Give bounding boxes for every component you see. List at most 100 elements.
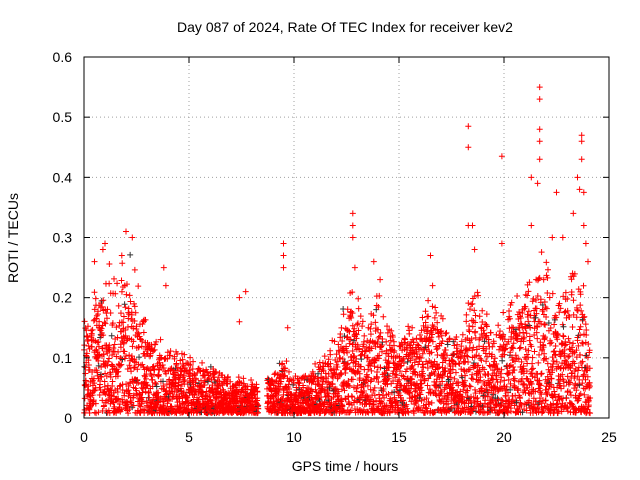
data-point: [106, 280, 113, 287]
outlier-point: [280, 240, 287, 247]
data-point: [95, 409, 102, 416]
data-point: [110, 345, 117, 352]
outlier-point: [349, 222, 356, 229]
data-point: [125, 315, 132, 322]
data-point: [347, 336, 354, 343]
data-point: [373, 375, 380, 382]
data-point: [139, 361, 146, 368]
data-point: [136, 391, 143, 398]
data-point: [567, 392, 574, 399]
data-point: [346, 340, 353, 347]
data-point: [422, 308, 429, 315]
data-point: [101, 378, 108, 385]
data-point: [115, 368, 122, 375]
data-point: [495, 322, 502, 329]
data-point: [199, 396, 206, 403]
data-point: [128, 311, 135, 318]
data-point: [404, 358, 411, 365]
data-point: [549, 290, 556, 297]
data-point: [563, 395, 570, 402]
data-point: [444, 341, 451, 348]
data-point: [91, 380, 98, 387]
data-point: [101, 402, 108, 409]
data-point: [128, 368, 135, 375]
data-point: [296, 379, 303, 386]
data-point: [560, 332, 567, 339]
data-point: [353, 331, 360, 338]
data-point: [529, 365, 536, 372]
data-point: [111, 341, 118, 348]
data-point: [377, 364, 384, 371]
data-point: [325, 370, 332, 377]
data-point: [127, 298, 134, 305]
data-point: [568, 291, 575, 298]
outlier-point: [284, 324, 291, 331]
data-point: [115, 302, 122, 309]
data-point: [171, 355, 178, 362]
outlier-point: [99, 246, 106, 253]
data-point: [357, 313, 364, 320]
data-point: [376, 292, 383, 299]
data-point: [192, 376, 199, 383]
data-point: [142, 316, 149, 323]
data-point: [92, 295, 99, 302]
outlier-point: [536, 84, 543, 91]
data-point: [343, 364, 350, 371]
data-point: [541, 321, 548, 328]
data-point: [380, 313, 387, 320]
data-point: [315, 377, 322, 384]
data-point: [113, 409, 120, 416]
data-point: [137, 336, 144, 343]
outlier-point: [498, 153, 505, 160]
data-point: [340, 311, 347, 318]
data-point: [139, 398, 146, 405]
data-point: [219, 386, 226, 393]
data-point: [135, 379, 142, 386]
data-point: [105, 358, 112, 365]
data-point: [354, 341, 361, 348]
data-point: [521, 400, 528, 407]
data-point: [344, 361, 351, 368]
data-point: [95, 338, 102, 345]
data-point: [151, 346, 158, 353]
outlier-point: [580, 222, 587, 229]
outlier-point: [469, 222, 476, 229]
data-point: [578, 307, 585, 314]
data-point: [106, 261, 113, 268]
data-point: [344, 327, 351, 334]
data-point: [474, 289, 481, 296]
data-point: [499, 357, 506, 364]
data-point: [367, 325, 374, 332]
data-point: [103, 315, 110, 322]
data-point: [354, 321, 361, 328]
data-point: [181, 351, 188, 358]
data-point: [128, 353, 135, 360]
data-point: [177, 404, 184, 411]
data-point: [433, 309, 440, 316]
outlier-point: [580, 189, 587, 196]
data-point: [361, 332, 368, 339]
outlier-point: [536, 138, 543, 145]
outlier-point: [465, 123, 472, 130]
data-point: [476, 313, 483, 320]
data-point: [349, 289, 356, 296]
data-point: [104, 306, 111, 313]
x-tick-label: 5: [185, 429, 193, 445]
data-point: [106, 355, 113, 362]
data-point: [465, 300, 472, 307]
data-point: [319, 378, 326, 385]
x-tick-label: 20: [496, 429, 512, 445]
data-point: [117, 310, 124, 317]
data-point: [326, 385, 333, 392]
data-point: [240, 380, 247, 387]
data-point: [88, 330, 95, 337]
data-point: [348, 407, 355, 414]
data-point: [362, 348, 369, 355]
data-point: [89, 326, 96, 333]
data-point: [349, 310, 356, 317]
data-point: [107, 309, 114, 316]
data-point: [333, 366, 340, 373]
data-point: [356, 345, 363, 352]
data-point: [100, 297, 107, 304]
data-point: [336, 348, 343, 355]
